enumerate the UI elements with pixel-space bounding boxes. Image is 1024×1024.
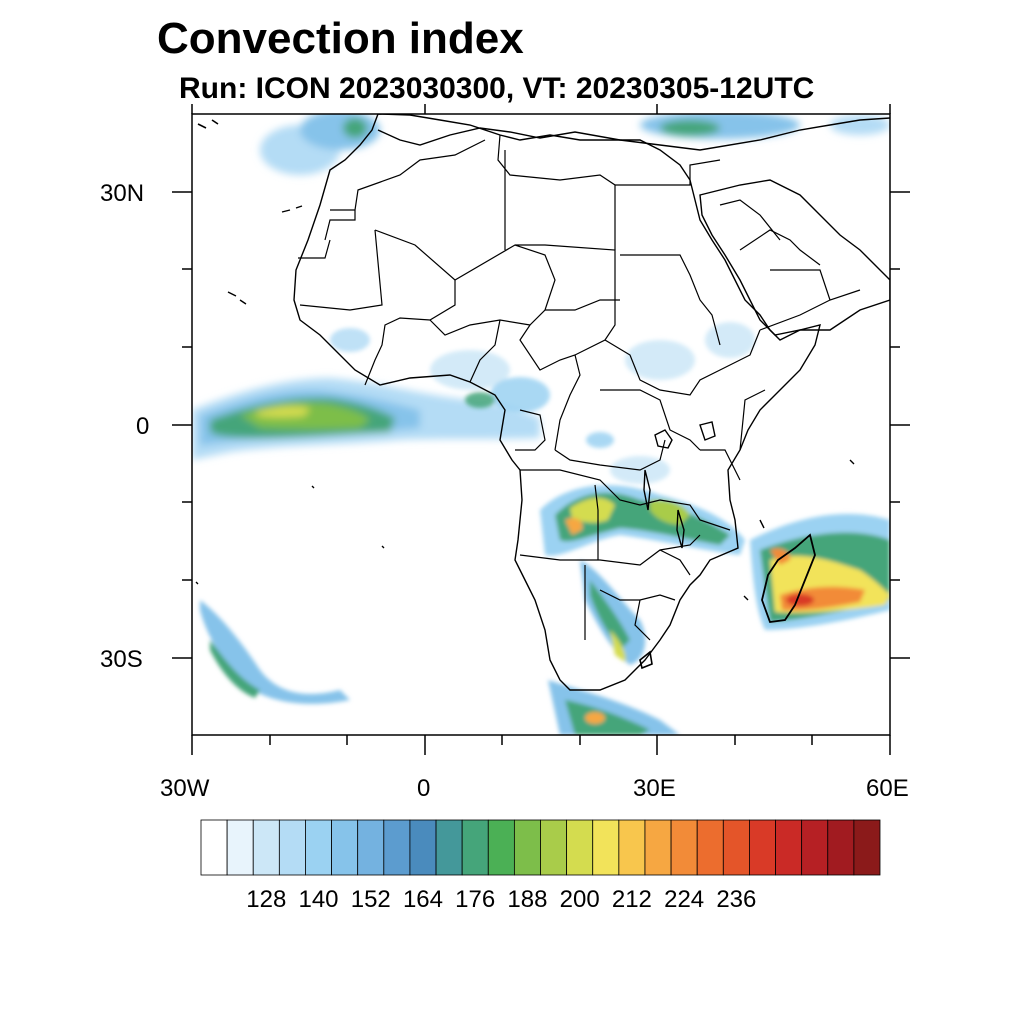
colorbar-swatch	[435, 819, 463, 876]
colorbar-swatch	[722, 819, 750, 876]
lon-label-60e: 60E	[866, 775, 909, 802]
colorbar-label: 224	[664, 886, 705, 913]
colorbar-label: 176	[455, 886, 496, 913]
lat-label-30s: 30S	[100, 646, 143, 673]
colorbar-swatch	[592, 819, 620, 876]
colorbar-label: 140	[298, 886, 339, 913]
country-borders	[298, 134, 861, 641]
lat-label-0: 0	[136, 413, 150, 440]
colorbar-swatch	[749, 819, 776, 876]
colorbar-swatch	[252, 819, 280, 876]
north-atlantic	[260, 114, 890, 175]
colorbar-swatch	[566, 819, 594, 876]
west-africa-speckle	[330, 322, 755, 484]
colorbar-swatch	[696, 819, 724, 876]
colorbar-swatch	[305, 819, 332, 876]
colorbar	[200, 819, 881, 876]
colorbar-swatch	[357, 819, 385, 876]
colorbar-label: 128	[246, 886, 287, 913]
colorbar-swatch	[278, 819, 306, 876]
colorbar-swatch	[461, 819, 489, 876]
colorbar-swatch	[331, 819, 359, 876]
colorbar-label: 212	[611, 886, 652, 913]
indian-ocean	[750, 513, 890, 630]
south-ocean	[548, 680, 680, 735]
atlantic-band	[192, 378, 540, 460]
lat-label-30n: 30N	[100, 180, 145, 207]
colorbar-label: 200	[559, 886, 600, 913]
map-subtitle: Run: ICON 2023030300, VT: 20230305-12UTC	[179, 72, 815, 105]
colorbar-swatch	[827, 819, 855, 876]
colorbar-swatch	[409, 819, 437, 876]
colorbar-swatch	[775, 819, 803, 876]
colorbar-label: 152	[350, 886, 391, 913]
colorbar-swatch	[670, 819, 698, 876]
sw-atlantic	[200, 600, 350, 704]
colorbar-swatch	[853, 819, 881, 876]
colorbar-swatch	[226, 819, 254, 876]
lon-label-30w: 30W	[160, 775, 210, 802]
lon-label-30e: 30E	[633, 775, 676, 802]
coastlines	[195, 114, 890, 691]
colorbar-label: 188	[507, 886, 548, 913]
colorbar-swatch	[383, 819, 411, 876]
lakes	[643, 421, 716, 549]
lon-label-0: 0	[417, 775, 431, 802]
colorbar-label: 164	[402, 886, 443, 913]
colorbar-label: 236	[716, 886, 757, 913]
colorbar-swatch	[513, 819, 541, 876]
colorbar-swatch	[801, 819, 829, 876]
colorbar-swatch	[618, 819, 646, 876]
colorbar-swatch	[487, 819, 515, 876]
colorbar-swatch	[540, 819, 568, 876]
colorbar-swatch	[644, 819, 672, 876]
map-title: Convection index	[157, 14, 524, 63]
southern-africa	[540, 485, 745, 665]
axis-ticks	[172, 104, 910, 755]
colorbar-swatch	[200, 819, 228, 876]
convection-field	[192, 114, 890, 735]
